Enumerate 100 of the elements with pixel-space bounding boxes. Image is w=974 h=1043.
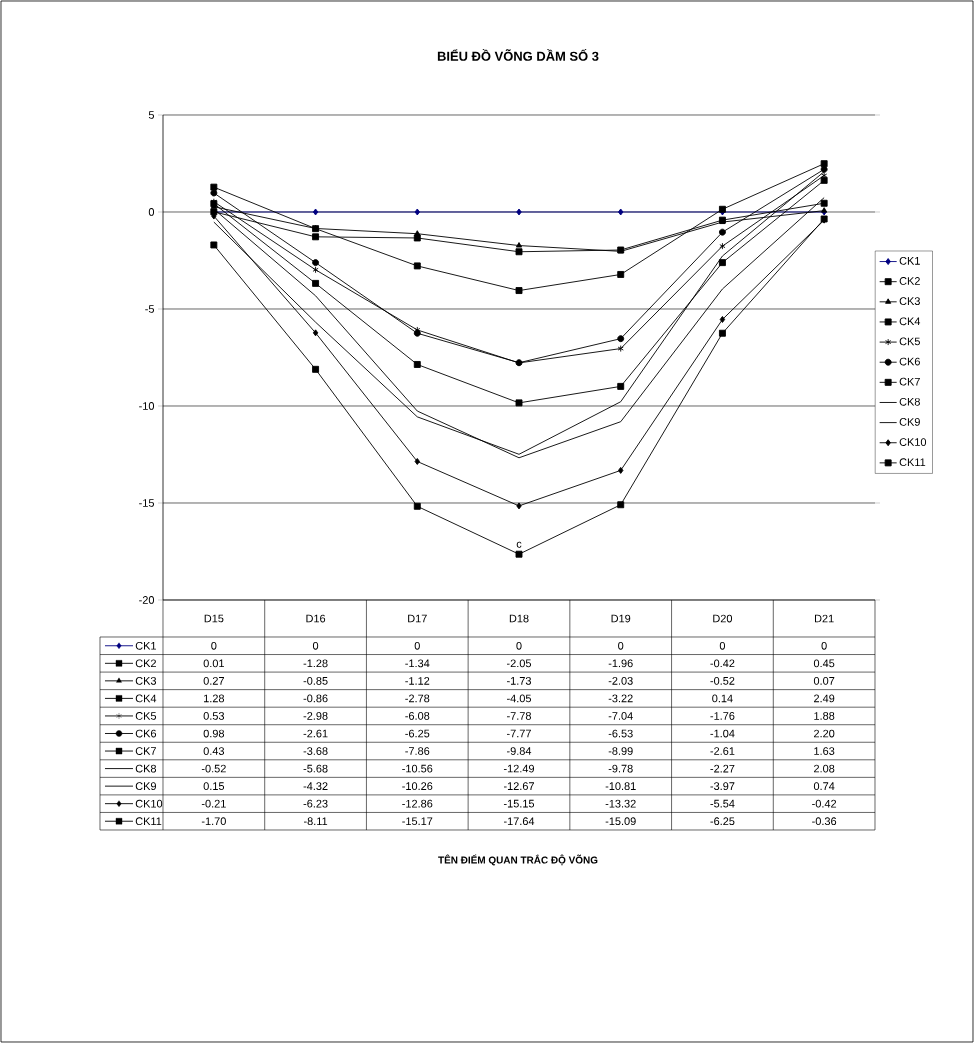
- data-label: -7.86: [405, 747, 430, 755]
- data-label: 0: [312, 641, 319, 650]
- data-label: 0: [414, 641, 420, 650]
- data-label: 0.07: [813, 676, 835, 685]
- data-label: -2.61: [710, 747, 735, 755]
- legend-label: CK1: [899, 256, 920, 265]
- data-label: -0.52: [710, 676, 735, 685]
- data-label: 0.98: [203, 729, 225, 738]
- data-label: -5.68: [303, 764, 328, 773]
- data-label: -1.04: [710, 729, 735, 738]
- data-label: 0: [211, 641, 217, 650]
- text: CK10: [135, 799, 163, 808]
- data-label: -6.25: [405, 729, 430, 738]
- data-label: -1.96: [608, 659, 633, 668]
- x-tick-label: D15: [204, 614, 224, 623]
- y-tick-label: -10: [139, 402, 155, 410]
- legend-label: CK4: [899, 317, 921, 326]
- data-label: -0.21: [201, 799, 226, 808]
- data-label: -8.11: [303, 817, 328, 826]
- data-label: -0.85: [303, 676, 328, 685]
- data-label: -4.05: [506, 694, 532, 703]
- data-label: -0.36: [812, 817, 837, 826]
- legend-label: CK10: [899, 438, 927, 446]
- data-label: 0: [516, 641, 522, 650]
- data-label: -15.09: [605, 817, 636, 826]
- legend-label: CK11: [899, 458, 926, 467]
- data-label: -0.42: [710, 659, 735, 668]
- data-label: 1.28: [204, 694, 225, 703]
- data-label: 0.15: [203, 782, 225, 791]
- data-label: 0.43: [203, 747, 225, 755]
- data-label: -1.70: [201, 817, 226, 826]
- data-label: -0.42: [812, 799, 837, 808]
- text: CK9: [135, 782, 156, 791]
- y-tick-label: -20: [139, 596, 155, 604]
- data-label: 0.45: [813, 659, 835, 668]
- data-label: -2.61: [303, 729, 328, 738]
- data-label: -1.28: [303, 659, 328, 668]
- data-label: -12.86: [402, 799, 433, 808]
- data-label: -6.25: [710, 817, 735, 826]
- data-label: -3.22: [608, 694, 633, 703]
- data-label: -8.99: [608, 747, 633, 755]
- y-tick-label: 5: [148, 111, 155, 119]
- data-label: -1.34: [405, 659, 430, 668]
- text: TÊN ĐIỂM QUAN TRẮC ĐỘ VÕNG: [438, 854, 598, 866]
- data-label: 0.53: [203, 712, 225, 720]
- annotation: c: [516, 541, 522, 548]
- text: CK4: [135, 694, 157, 703]
- text: CK3: [135, 676, 157, 685]
- x-tick-label: D17: [408, 614, 427, 623]
- data-label: -5.54: [710, 799, 735, 808]
- data-label: 0.74: [813, 782, 835, 791]
- text: CK5: [135, 712, 157, 720]
- data-label: -4.32: [303, 782, 328, 791]
- y-tick-label: -5: [145, 305, 155, 313]
- x-tick-label: D16: [306, 614, 326, 623]
- data-label: -2.27: [710, 764, 735, 773]
- data-label: -0.86: [303, 694, 328, 703]
- data-label: -6.23: [303, 799, 328, 808]
- data-label: 2.20: [814, 729, 835, 738]
- x-tick-label: D18: [509, 614, 529, 623]
- data-label: -2.98: [303, 712, 328, 720]
- data-label: -13.32: [605, 799, 636, 808]
- data-label: -10.56: [402, 764, 433, 773]
- data-label: -12.67: [503, 782, 534, 791]
- chart-title: BIỂU ĐỒ VÕNG DẦM SỐ 3: [437, 49, 599, 61]
- data-label: -10.81: [605, 782, 636, 791]
- data-label: -3.68: [303, 747, 328, 755]
- text: CK8: [135, 764, 157, 773]
- data-label: -9.78: [608, 764, 633, 773]
- data-label: -1.12: [405, 677, 430, 685]
- data-label: -6.08: [405, 712, 430, 720]
- data-label: 0: [618, 641, 624, 650]
- data-label: -2.05: [506, 659, 532, 668]
- data-label: -15.15: [503, 799, 535, 808]
- data-label: -9.84: [506, 747, 532, 755]
- data-label: 0: [821, 641, 827, 650]
- x-tick-label: D20: [713, 614, 733, 623]
- data-label: 1.63: [814, 747, 835, 755]
- data-label: -7.78: [506, 712, 531, 720]
- text: CK11: [135, 817, 162, 826]
- data-label: -6.53: [608, 729, 633, 738]
- text: CK2: [135, 659, 156, 668]
- text: CK7: [135, 747, 156, 755]
- data-label: 2.49: [814, 694, 835, 703]
- text: CK6: [135, 729, 157, 738]
- data-label: -15.17: [402, 817, 433, 826]
- data-label: 2.08: [814, 764, 835, 773]
- legend-label: CK5: [899, 337, 920, 346]
- data-label: -3.97: [710, 782, 735, 791]
- y-tick-label: 0: [148, 208, 155, 216]
- data-label: -1.76: [710, 712, 735, 720]
- text: CK1: [135, 641, 156, 650]
- data-label: 0.14: [712, 694, 733, 703]
- data-label: 1.88: [814, 712, 835, 720]
- data-label: -7.77: [506, 729, 531, 738]
- data-label: -7.04: [608, 712, 633, 720]
- legend-label: CK8: [899, 397, 920, 406]
- legend-label: CK2: [899, 277, 920, 285]
- legend-label: CK6: [899, 357, 920, 366]
- data-label: -2.78: [405, 694, 430, 703]
